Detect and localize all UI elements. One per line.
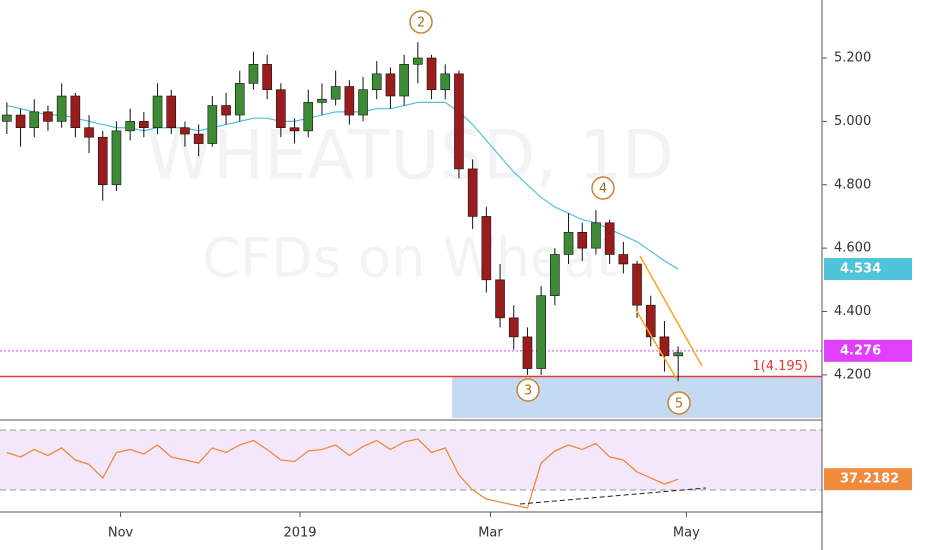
candle-body <box>522 336 533 369</box>
rsi-value-label-box <box>824 468 912 491</box>
divergence-line <box>519 487 707 505</box>
candle-body <box>481 216 492 281</box>
candle-body <box>577 231 588 249</box>
candle-body <box>152 95 163 129</box>
candle-body <box>84 127 94 138</box>
candle-body <box>467 168 478 217</box>
rsi-band <box>0 429 822 491</box>
y-tick-label: 4.200 <box>834 367 871 382</box>
candle-body <box>358 89 368 116</box>
candle-body <box>563 231 574 255</box>
candle-body <box>454 73 464 170</box>
last-price-label: 4.276 <box>840 343 881 358</box>
candle-body <box>317 98 327 103</box>
wave-label: 4 <box>599 182 607 197</box>
ma-price-label-box <box>824 258 912 281</box>
wave-label: 2 <box>417 16 425 31</box>
moving-average <box>6 101 679 270</box>
x-tick-label: 2019 <box>283 526 316 541</box>
channel-line <box>635 309 677 379</box>
candle-body <box>399 64 409 97</box>
x-tick-label: Nov <box>108 526 134 541</box>
candle-body <box>29 111 40 129</box>
target-zone <box>452 376 822 418</box>
candle-body <box>139 121 149 129</box>
wave-label: 3 <box>524 384 532 399</box>
candle-body <box>645 304 656 338</box>
y-tick-label: 4.600 <box>834 241 871 256</box>
candle-body <box>289 127 300 132</box>
candle-body <box>371 73 382 90</box>
candle-body <box>166 95 177 129</box>
candle-body <box>207 105 218 144</box>
candle-body <box>303 102 314 132</box>
candle-body <box>43 111 53 122</box>
candle-body <box>276 89 286 129</box>
y-tick-label: 5.200 <box>834 50 871 65</box>
candle-body <box>2 114 12 122</box>
y-tick-label: 4.400 <box>834 304 871 319</box>
candle-body <box>591 222 601 249</box>
candle-body <box>330 86 341 100</box>
candle-body <box>536 295 546 369</box>
wave-circle <box>409 10 433 34</box>
candle-body <box>508 317 519 338</box>
level-label: 1(4.195) <box>752 359 808 374</box>
candle-body <box>70 95 81 129</box>
candle-body <box>673 352 683 357</box>
wave-circle <box>591 176 615 200</box>
x-tick-label: Mar <box>478 526 503 541</box>
candle-body <box>659 336 670 357</box>
candle-body <box>495 279 505 319</box>
ma-price-label: 4.534 <box>840 262 881 277</box>
candle-body <box>604 222 615 255</box>
candle-body <box>234 83 245 116</box>
candle-body <box>385 73 396 97</box>
candle-body <box>618 254 629 265</box>
wave-circle <box>516 378 540 402</box>
last-price-label-box <box>824 339 912 362</box>
candle-body <box>426 57 437 90</box>
x-tick-label: May <box>673 526 700 541</box>
watermark-symbol: WHEATUSD, 1D <box>146 117 674 196</box>
candle-body <box>221 105 231 116</box>
candle-body <box>15 114 26 129</box>
candle-body <box>180 127 190 135</box>
rsi-line <box>6 438 679 509</box>
channel-line <box>639 255 703 367</box>
candle-body <box>262 64 272 90</box>
candle-body <box>125 121 135 132</box>
candle-body <box>344 86 355 116</box>
y-tick-label: 5.000 <box>834 114 871 129</box>
candle-body <box>111 130 122 186</box>
candle-body <box>97 136 108 186</box>
candle-body <box>56 95 67 122</box>
wave-circle <box>667 391 691 415</box>
candle-body <box>632 263 642 306</box>
candle-body <box>193 133 204 144</box>
candle-body <box>413 57 423 65</box>
wave-label: 5 <box>675 397 683 412</box>
watermark-description: CFDs on Wheat <box>202 227 617 290</box>
y-tick-label: 4.800 <box>834 177 871 192</box>
candle-body <box>440 73 451 90</box>
candle-body <box>248 64 259 84</box>
rsi-value-label: 37.2182 <box>840 472 899 487</box>
candle-body <box>550 254 560 296</box>
